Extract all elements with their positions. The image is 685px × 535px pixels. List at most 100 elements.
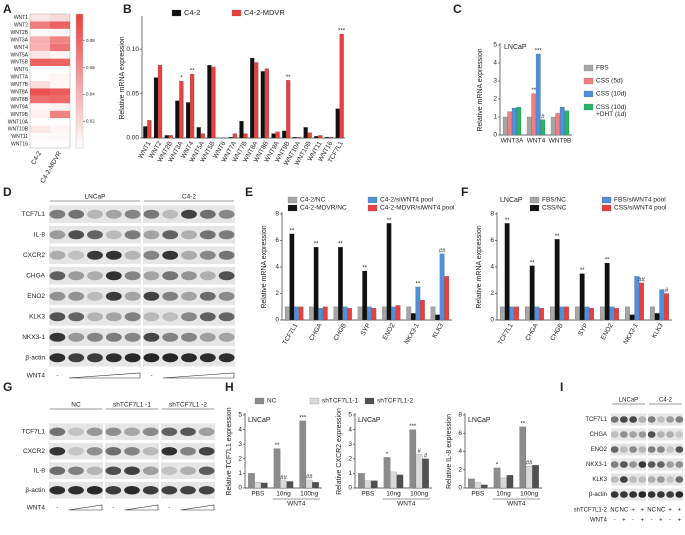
bar [535,53,541,136]
blot-band [199,230,216,240]
blot-band [181,291,197,301]
dose-wedge [162,372,235,379]
blot-band [105,332,122,342]
blot-row-label: KLK3 [592,477,607,483]
blot-band [656,446,665,453]
blot-band [181,250,197,260]
bar [559,306,565,321]
blot-band [666,476,675,483]
lane-row-label: WNT4 [590,518,608,524]
blot-band [49,312,66,322]
bar [357,306,363,321]
blot-group-label: shTCF7L1 -2 [169,402,207,409]
panel-letter: B [123,2,132,16]
significance-mark: ** [605,258,610,264]
blot-band [49,427,66,437]
column-label: C4-2 [30,150,43,166]
bar [564,110,570,136]
legend-swatch [601,204,612,212]
blot-band [675,431,684,438]
blot-band [68,446,84,456]
blot-band [105,427,122,437]
blot-band [49,466,66,476]
legend-label: C4-2-MDVR/NC [300,205,347,212]
row-label: WNT7A [11,75,29,81]
bar [555,113,561,136]
blot-strip [49,205,141,223]
lane-row-label: WNT4 [27,505,46,512]
blot-band [105,466,122,476]
blot-band [647,491,656,498]
bar [532,465,539,489]
significance-mark: ** [338,242,343,248]
blot-band [656,416,665,423]
significance-mark: ** [362,266,367,272]
blot-band [619,461,628,468]
blot-band [666,416,675,423]
subtitle: LNCaP [248,417,271,424]
bar [410,313,416,321]
x-tick-label: 100ng [410,491,428,498]
bar [589,307,594,321]
bar [386,223,392,321]
blot-band [199,332,216,342]
blot-band [68,427,84,437]
blot-band [199,209,216,219]
blot-band [143,271,160,281]
blot-band [124,230,141,240]
blot-band [629,416,638,423]
x-tick-label: 10ng [496,491,511,498]
blot-row-label: KLK3 [29,313,45,320]
y-tick-label: 1 [493,114,497,121]
blot-band [68,312,85,322]
legend-swatch [364,397,375,405]
blot-band [198,446,215,456]
bar [502,116,508,136]
bar [307,132,312,139]
bar [444,276,450,321]
x-tick-label: 10ng [276,491,291,498]
blot-band [124,353,141,363]
blot-strip [143,287,235,305]
blot-band [124,446,140,456]
y-tick-label: 3 [238,441,242,448]
row-label: WNT10B [8,127,29,133]
blot-band [199,250,216,260]
bar [189,73,195,139]
bar [639,282,644,321]
blot-strip [648,458,683,471]
row-label: WNT3A [11,37,29,43]
legend-label: C4-2-MDVR [244,8,285,17]
y-tick-label: 8 [458,412,462,419]
blot-strip [49,308,141,326]
blot-band [68,250,85,260]
blot-band [610,416,619,423]
panel-letter: E [245,185,253,199]
blot-band [666,431,675,438]
heatmap-cell [30,88,50,96]
blot-band [124,332,141,342]
blot-band [143,250,160,260]
bar [430,306,436,321]
blot-band [86,485,103,495]
significance-mark: # [417,449,421,455]
blot-band [199,291,216,301]
bar [371,307,377,321]
row-label: WNT6 [14,67,28,73]
significance-mark: # [665,288,669,294]
blot-band [68,353,85,363]
bar [164,135,169,139]
blot-band [161,485,178,495]
bar [468,478,475,489]
blot-band [105,209,122,219]
blot-band [162,312,179,322]
bar [519,426,527,489]
blot-band [180,427,196,437]
bar [211,66,216,139]
x-tick-label: CHGB [332,322,347,342]
legend-label: C4-2 [184,8,200,17]
legend-swatch [287,196,298,204]
blot-strip [49,423,103,440]
bar [362,270,368,321]
